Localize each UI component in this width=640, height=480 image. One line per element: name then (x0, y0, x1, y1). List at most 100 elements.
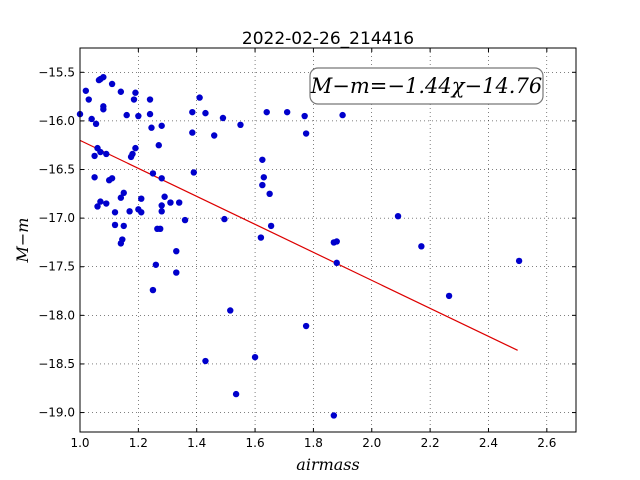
data-point (97, 148, 104, 156)
grid (79, 48, 576, 432)
y-tick-label: −16.0 (38, 114, 75, 128)
data-point (108, 175, 116, 182)
y-tick-label: −17.0 (38, 211, 75, 225)
x-tick-label: 1.8 (304, 436, 323, 450)
x-tick-label: 1.0 (70, 436, 89, 450)
data-point (88, 115, 95, 123)
annotation-text: M−m=−1.44χ−14.76 (310, 74, 542, 98)
data-point (103, 200, 110, 207)
data-point (94, 203, 101, 210)
data-point (100, 73, 107, 81)
plot-area (80, 48, 576, 432)
data-point (251, 353, 259, 361)
data-point (283, 108, 291, 116)
data-point (129, 150, 136, 158)
data-point (158, 175, 165, 182)
data-point (155, 142, 162, 149)
data-point (302, 130, 310, 137)
data-point (221, 215, 228, 223)
data-point (333, 259, 340, 267)
data-point (260, 174, 268, 181)
data-point (167, 199, 174, 206)
data-point (117, 88, 125, 95)
y-tick-label: −18.0 (38, 308, 75, 322)
data-point (158, 202, 165, 209)
data-point (135, 112, 142, 120)
data-point (232, 390, 240, 398)
data-point (259, 181, 266, 189)
data-point (130, 96, 138, 103)
data-point (301, 112, 308, 120)
data-point (445, 292, 453, 300)
data-point (132, 89, 139, 96)
data-point (132, 144, 139, 152)
data-point (157, 225, 164, 233)
data-point (267, 222, 275, 230)
x-tick-label: 2.6 (537, 436, 556, 450)
data-point (211, 132, 218, 139)
data-point (196, 94, 203, 101)
data-point (85, 96, 92, 103)
data-point (111, 209, 119, 216)
y-tick-label: −16.5 (38, 163, 75, 177)
data-point (111, 221, 119, 229)
data-point (149, 170, 157, 177)
data-point (263, 108, 270, 116)
fit-annotation: M−m=−1.44χ−14.76 (309, 67, 544, 105)
data-point (146, 110, 154, 118)
data-point (418, 243, 425, 250)
data-point (237, 121, 244, 128)
data-points (76, 73, 523, 419)
y-tick-label: −18.5 (38, 357, 75, 371)
data-point (138, 195, 145, 202)
data-point (181, 216, 189, 224)
data-point (202, 357, 209, 365)
plot-frame (79, 47, 577, 433)
data-point (100, 103, 107, 110)
chart-title: 2022-02-26_214416 (242, 29, 414, 49)
data-point (333, 238, 340, 245)
data-point (515, 257, 523, 265)
y-tick-label: −17.5 (38, 260, 75, 274)
y-tick-label: −19.0 (38, 406, 75, 420)
data-point (257, 234, 265, 241)
data-point (227, 307, 234, 314)
data-point (173, 247, 180, 255)
data-point (190, 169, 197, 176)
x-axis-label: airmass (296, 455, 359, 474)
x-tick-label: 1.2 (129, 436, 148, 450)
data-point (189, 108, 196, 116)
data-point (161, 193, 168, 200)
data-point (108, 80, 116, 88)
data-point (339, 111, 346, 119)
x-tick-label: 2.0 (362, 436, 381, 450)
axis-ticks: 1.0 1.2 1.4 1.6 1.8 2.0 2.2 2.4 2.6 −15.5 −16.0 −16… (38, 48, 576, 450)
data-point (259, 156, 266, 163)
data-point (148, 124, 155, 131)
data-point (97, 198, 104, 205)
x-tick-label: 2.2 (421, 436, 440, 450)
data-point (120, 222, 127, 230)
data-point (120, 189, 127, 197)
y-axis-label: M−m (13, 218, 32, 264)
data-point (103, 150, 110, 158)
data-point (173, 269, 180, 276)
data-point (123, 111, 130, 119)
data-point (138, 209, 145, 216)
data-point (146, 96, 154, 103)
x-tick-label: 2.4 (479, 436, 498, 450)
data-point (302, 322, 310, 330)
data-point (158, 122, 165, 129)
x-tick-label: 1.4 (187, 436, 206, 450)
x-tick-label: 1.6 (246, 436, 265, 450)
data-point (92, 120, 100, 128)
data-point (176, 199, 183, 206)
data-point (330, 412, 338, 419)
data-point (82, 87, 90, 94)
data-point (202, 109, 209, 117)
data-point (152, 261, 160, 268)
y-tick-label: −15.5 (38, 65, 75, 79)
data-point (266, 190, 273, 198)
data-point (158, 208, 165, 215)
data-point (91, 152, 98, 160)
